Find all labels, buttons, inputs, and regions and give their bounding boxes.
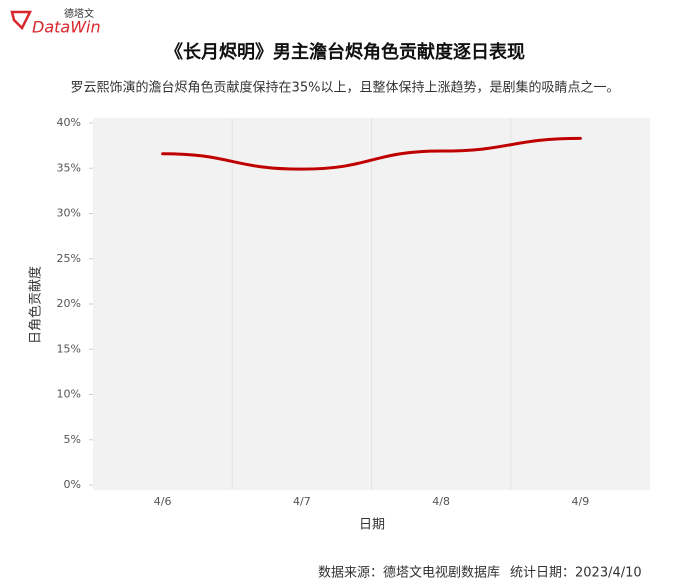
y-tick-label: 25% bbox=[57, 252, 81, 265]
chart-title: 《长月烬明》男主澹台烬角色贡献度逐日表现 bbox=[165, 41, 525, 63]
line bbox=[161, 136, 582, 171]
subtitle: 罗云熙饰演的澹台烬角色贡献度保持在35%以上，且整体保持上涨趋势，是剧集的吸睛点… bbox=[71, 80, 620, 96]
y-tick-label: 0% bbox=[64, 478, 81, 491]
y-tick-label: 10% bbox=[57, 388, 81, 401]
x-tick-label: 4/7 bbox=[293, 495, 311, 508]
x-tick-label: 4/9 bbox=[572, 495, 590, 508]
y-tick-label: 5% bbox=[64, 433, 81, 446]
y-tick-label: 35% bbox=[57, 161, 81, 174]
logo-en: DataWin bbox=[32, 18, 101, 37]
y-tick-label: 40% bbox=[57, 116, 81, 129]
x-axis-title: 日期 bbox=[359, 518, 385, 533]
y-tick-label: 20% bbox=[57, 297, 81, 310]
x-tick-label: 4/6 bbox=[154, 495, 172, 508]
x-tick-label: 4/8 bbox=[432, 495, 450, 508]
logo-cn: 德塔文 bbox=[64, 7, 94, 20]
logo-icon bbox=[10, 10, 33, 31]
footer-date: 统计日期：2023/4/10 bbox=[510, 566, 642, 581]
y-tick-label: 15% bbox=[57, 342, 81, 355]
footer-source: 数据来源：德塔文电视剧数据库 bbox=[318, 565, 500, 581]
y-axis-title: 日角色贡献度 bbox=[28, 266, 44, 344]
y-tick-label: 30% bbox=[57, 207, 81, 220]
